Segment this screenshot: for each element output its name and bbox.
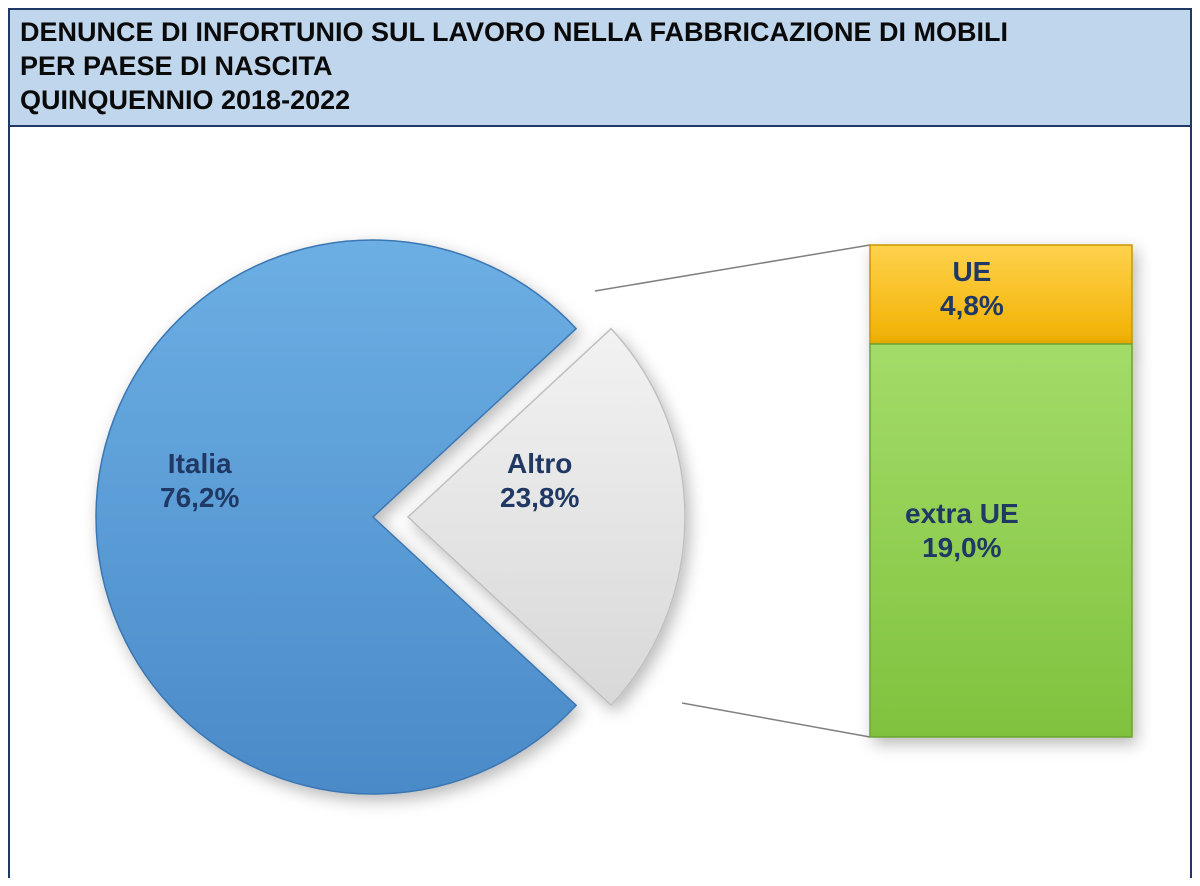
pie-label-italia-name: Italia bbox=[160, 447, 239, 481]
chart-area: Italia 76,2% Altro 23,8% UE 4,8% extra U… bbox=[10, 127, 1190, 879]
bar-label-extra-ue: extra UE 19,0% bbox=[905, 497, 1019, 564]
bar-label-extra-ue-value: 19,0% bbox=[905, 531, 1019, 565]
connector-line-top bbox=[595, 245, 870, 291]
pie-label-italia: Italia 76,2% bbox=[160, 447, 239, 514]
pie-label-italia-value: 76,2% bbox=[160, 481, 239, 515]
title-line-3: QUINQUENNIO 2018-2022 bbox=[20, 84, 1180, 118]
pie-label-altro-name: Altro bbox=[500, 447, 579, 481]
pie-label-altro: Altro 23,8% bbox=[500, 447, 579, 514]
connector-line-bottom bbox=[682, 703, 870, 737]
pie-label-altro-value: 23,8% bbox=[500, 481, 579, 515]
bar-label-ue-value: 4,8% bbox=[940, 289, 1004, 323]
bar-label-extra-ue-name: extra UE bbox=[905, 497, 1019, 531]
bar-label-ue: UE 4,8% bbox=[940, 255, 1004, 322]
title-line-2: PER PAESE DI NASCITA bbox=[20, 50, 1180, 84]
chart-title-bar: DENUNCE DI INFORTUNIO SUL LAVORO NELLA F… bbox=[10, 10, 1190, 127]
title-line-1: DENUNCE DI INFORTUNIO SUL LAVORO NELLA F… bbox=[20, 16, 1180, 50]
chart-container: DENUNCE DI INFORTUNIO SUL LAVORO NELLA F… bbox=[8, 8, 1192, 878]
bar-label-ue-name: UE bbox=[940, 255, 1004, 289]
